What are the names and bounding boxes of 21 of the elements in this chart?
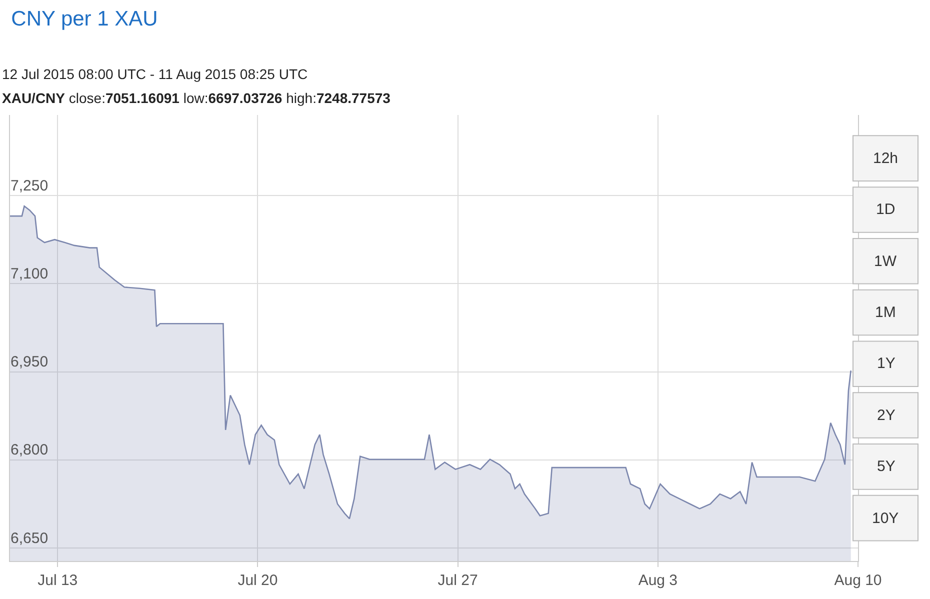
text: 1Y [877, 355, 896, 372]
text: 5Y [877, 458, 896, 475]
chart-subtitle: 12 Jul 2015 08:00 UTC - 11 Aug 2015 08:25 UTC [2, 66, 308, 82]
x-tick-label: Aug 10 [834, 572, 882, 589]
text: 1D [876, 201, 896, 218]
text: XAU/CNY close:7051.16091 low:6697.03726 high:7248.77573 [2, 90, 391, 106]
text: 1M [875, 304, 896, 321]
x-tick-label: Jul 27 [438, 572, 478, 589]
y-tick-label: 6,950 [10, 354, 48, 371]
text: 2Y [877, 407, 896, 424]
chart-title: CNY per 1 XAU [11, 7, 158, 30]
x-tick-label: Jul 13 [38, 572, 78, 589]
y-tick-label: 7,100 [10, 265, 48, 282]
y-tick-label: 7,250 [10, 177, 48, 194]
text: 12h [873, 150, 898, 167]
y-tick-label: 6,800 [10, 442, 48, 459]
x-tick-label: Aug 3 [638, 572, 678, 589]
text: 10Y [872, 510, 899, 527]
x-tick-label: Jul 20 [238, 572, 278, 589]
text: 1W [874, 253, 898, 270]
y-tick-label: 6,650 [10, 530, 48, 547]
